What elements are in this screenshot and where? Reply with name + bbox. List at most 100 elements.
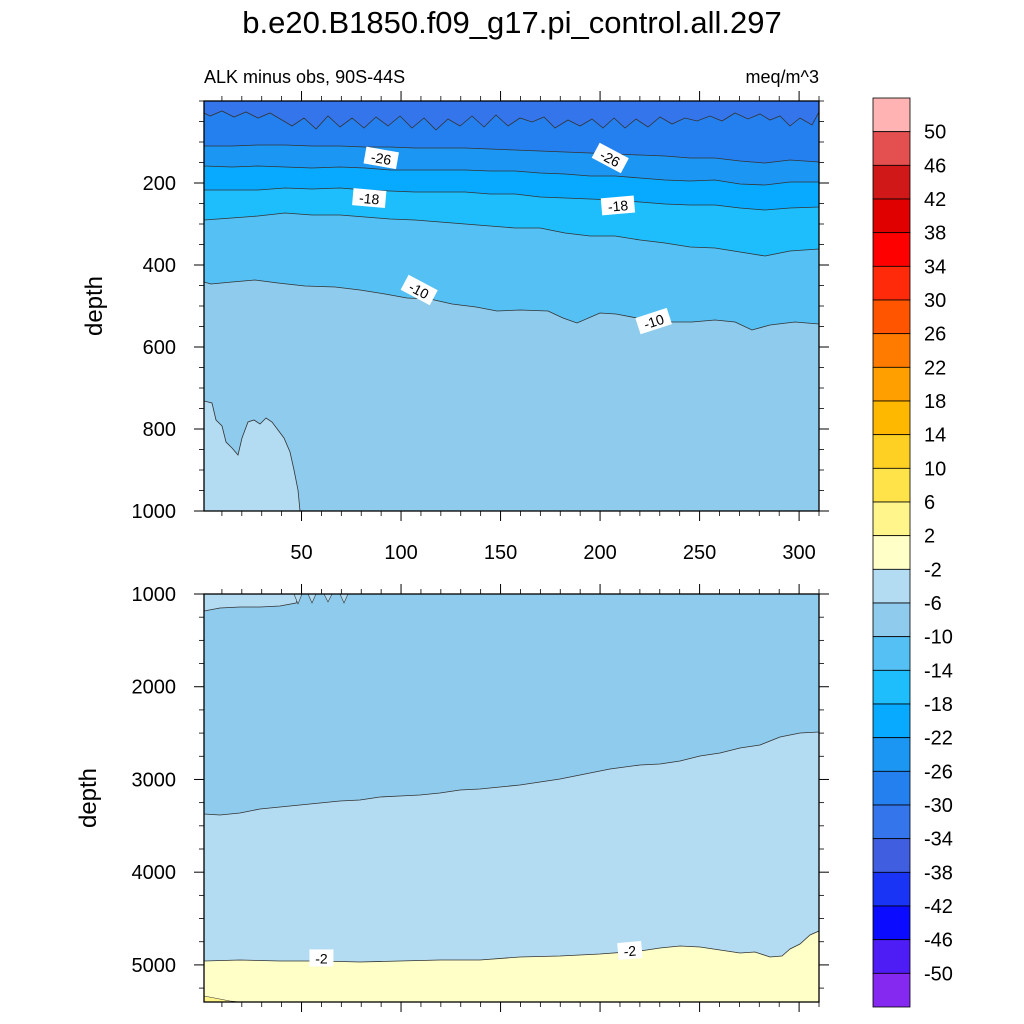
x-tick-label: 100 — [384, 542, 417, 564]
colorbar-swatch — [872, 265, 911, 301]
x-tick-label: 300 — [782, 542, 815, 564]
y-tick-label: 1000 — [132, 501, 177, 523]
colorbar-swatch — [872, 299, 911, 335]
y-tick-label: 1000 — [132, 584, 177, 606]
upper-plot-area — [204, 101, 819, 511]
contour-label-bg — [617, 940, 643, 961]
y-tick-label: 3000 — [132, 769, 177, 791]
colorbar-swatch — [872, 366, 911, 402]
colorbar-label: 2 — [924, 526, 935, 548]
colorbar-label: -26 — [924, 761, 953, 783]
lower-ticks: 1000 2000 3000 4000 5000 — [132, 584, 829, 1012]
contour-label-text: -10 — [642, 311, 666, 333]
lower-panel: 1000 2000 3000 4000 5000 -2 -2 depth — [75, 584, 829, 1012]
colorbar-label: 22 — [924, 357, 946, 379]
colorbar-label: 42 — [924, 189, 946, 211]
x-tick-label: 50 — [290, 542, 312, 564]
y-tick-label: 600 — [143, 337, 176, 359]
lower-plot-area — [204, 594, 819, 1002]
colorbar-label: -30 — [924, 795, 953, 817]
colorbar-swatch — [872, 602, 911, 638]
contour-label-text: -2 — [623, 942, 637, 959]
colorbar-swatch — [872, 434, 911, 469]
colorbar-swatch — [872, 97, 911, 133]
colorbar-label: -18 — [924, 694, 953, 716]
colorbar-swatch — [872, 669, 911, 705]
contour-label-bg — [591, 142, 629, 174]
colorbar-label: 30 — [924, 290, 946, 312]
contour-label: -18 — [352, 188, 387, 208]
colorbar-swatch — [872, 400, 911, 436]
contour-label-bg — [635, 307, 672, 335]
colorbar-swatch — [872, 568, 911, 604]
colorbar-swatch — [872, 737, 911, 772]
colorbar-label: 46 — [924, 155, 946, 177]
colorbar-label: 38 — [924, 223, 946, 245]
colorbar-label: -14 — [924, 660, 953, 682]
lower-band-minus10 — [204, 594, 819, 816]
colorbar-label: 14 — [924, 425, 946, 447]
colorbar-label: 26 — [924, 324, 946, 346]
x-tick-label: 200 — [583, 542, 616, 564]
upper-band-minus34 — [204, 101, 819, 131]
colorbar-label: -50 — [924, 963, 953, 985]
colorbar-label: 34 — [924, 256, 946, 278]
colorbar-swatch — [872, 467, 911, 503]
lower-contour-labels: -2 -2 — [309, 940, 643, 967]
colorbar-label: -38 — [924, 862, 953, 884]
colorbar-swatch — [872, 636, 911, 671]
colorbar-label: -22 — [924, 728, 953, 750]
y-tick-label: 2000 — [132, 677, 177, 699]
colorbar-swatch — [872, 198, 911, 234]
colorbar-label: -42 — [924, 896, 953, 918]
colorbar-swatch — [872, 770, 911, 806]
y-tick-label: 200 — [143, 173, 176, 195]
colorbar-swatch — [872, 804, 911, 840]
colorbar-label: 50 — [924, 122, 946, 144]
y-tick-label: 400 — [143, 255, 176, 277]
contour-label: -2 — [309, 949, 334, 967]
upper-ticks: 50 100 150 200 250 300 200 400 600 800 1000 — [132, 91, 829, 564]
lower-ylabel: depth — [75, 768, 102, 828]
colorbar-swatch — [872, 838, 911, 873]
colorbar-swatch — [872, 703, 911, 739]
colorbar-label: -46 — [924, 930, 953, 952]
lower-band-minus6-spikes — [293, 594, 349, 605]
lower-frame — [203, 593, 820, 1003]
colorbar-swatch — [872, 905, 911, 941]
upper-ylabel: depth — [81, 276, 108, 336]
contour-label-bg — [352, 188, 387, 208]
figure-title: b.e20.B1850.f09_g17.pi_control.all.297 — [242, 5, 782, 40]
contour-label-bg — [363, 146, 399, 170]
colorbar-swatch — [872, 972, 911, 1008]
contour-label-text: -18 — [607, 197, 629, 215]
contour-label-bg — [309, 949, 334, 967]
contour-label-bg — [400, 274, 438, 306]
contour-label: -26 — [363, 146, 399, 170]
colorbar-label: -6 — [924, 593, 942, 615]
y-tick-label: 4000 — [132, 862, 177, 884]
colorbar-label: -34 — [924, 829, 953, 851]
contour-label-bg — [600, 195, 636, 216]
colorbar-swatch — [872, 939, 911, 974]
colorbar-label: 6 — [924, 492, 935, 514]
contour-label-text: -26 — [370, 149, 393, 168]
colorbar-swatch — [872, 501, 911, 537]
y-tick-label: 5000 — [132, 955, 177, 977]
x-tick-label: 150 — [484, 542, 517, 564]
colorbar-label: -2 — [924, 559, 942, 581]
colorbar-swatch — [872, 164, 911, 200]
colorbar-swatch — [872, 535, 911, 570]
colorbar-label: 10 — [924, 458, 946, 480]
colorbar-label: 18 — [924, 391, 946, 413]
colorbar-swatch — [872, 871, 911, 907]
colorbar-swatch — [872, 333, 911, 368]
y-tick-label: 800 — [143, 419, 176, 441]
lower-band-plus2 — [204, 995, 241, 1002]
contour-label: -10 — [635, 307, 672, 335]
subtitle-left: ALK minus obs, 90S-44S — [204, 67, 405, 87]
colorbar-label: -10 — [924, 627, 953, 649]
contour-label-text: -2 — [315, 950, 328, 966]
colorbar: 50 46 42 38 34 30 26 22 18 14 10 6 2 -2 -6 -10 -14 -18 -22… — [872, 97, 953, 1008]
